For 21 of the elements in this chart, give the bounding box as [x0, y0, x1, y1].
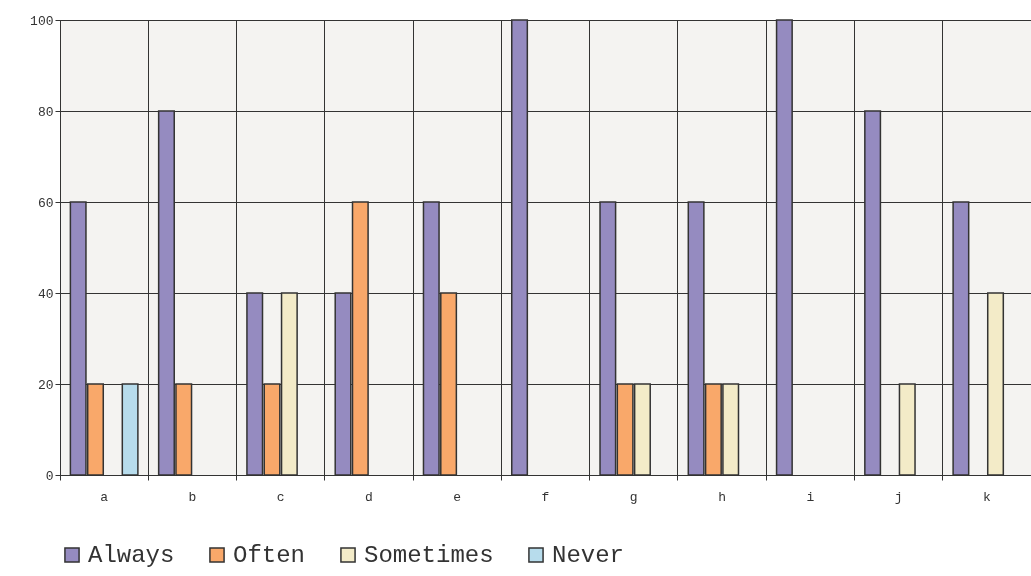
- x-tick-label: d: [365, 489, 373, 505]
- x-tick-label: g: [629, 489, 638, 505]
- x-tick-label: i: [806, 489, 815, 505]
- y-tick-label: 20: [37, 377, 54, 393]
- y-tick-label: 80: [37, 104, 54, 120]
- x-tick-label: k: [982, 489, 991, 505]
- legend-label: Always: [88, 542, 175, 569]
- x-tick-label: f: [541, 489, 550, 505]
- y-tick-label: 60: [37, 195, 54, 211]
- y-tick-label: 40: [37, 286, 54, 302]
- legend-label: Sometimes: [364, 542, 494, 569]
- y-tick-label: 0: [45, 468, 54, 484]
- x-tick-label: c: [276, 489, 285, 505]
- x-tick-label: j: [894, 489, 903, 505]
- x-tick-label: e: [453, 489, 462, 505]
- legend-label: Never: [552, 542, 625, 569]
- y-tick-label: 100: [30, 13, 54, 29]
- x-tick-label: h: [718, 489, 726, 505]
- legend-label: Often: [233, 542, 306, 569]
- x-tick-label: b: [188, 489, 197, 505]
- x-tick-label: a: [100, 489, 109, 505]
